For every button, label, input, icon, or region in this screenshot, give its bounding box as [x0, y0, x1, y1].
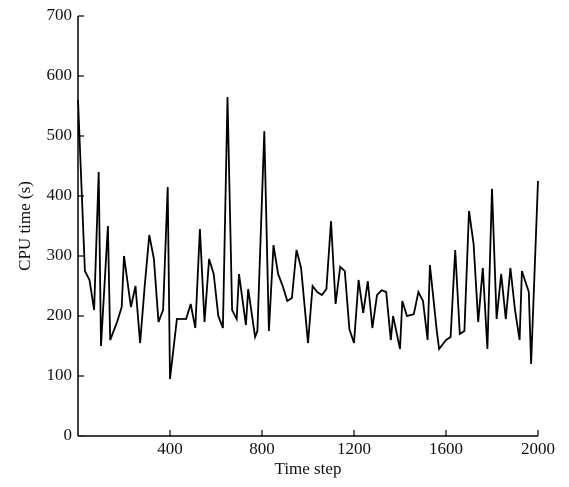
- x-tick-label: 400: [157, 439, 183, 458]
- y-tick-label: 700: [47, 5, 73, 24]
- y-tick-label: 500: [47, 125, 73, 144]
- x-tick-label: 800: [249, 439, 275, 458]
- y-tick-label: 400: [47, 185, 73, 204]
- x-tick-label: 1600: [429, 439, 463, 458]
- y-tick-label: 0: [64, 425, 73, 444]
- x-axis-label: Time step: [275, 459, 342, 478]
- y-axis-label: CPU time (s): [15, 181, 34, 271]
- y-tick-label: 600: [47, 65, 73, 84]
- y-tick-label: 200: [47, 305, 73, 324]
- y-tick-label: 300: [47, 245, 73, 264]
- x-tick-label: 2000: [521, 439, 555, 458]
- x-tick-label: 1200: [337, 439, 371, 458]
- data-line: [77, 96, 539, 380]
- y-tick-label: 100: [47, 365, 73, 384]
